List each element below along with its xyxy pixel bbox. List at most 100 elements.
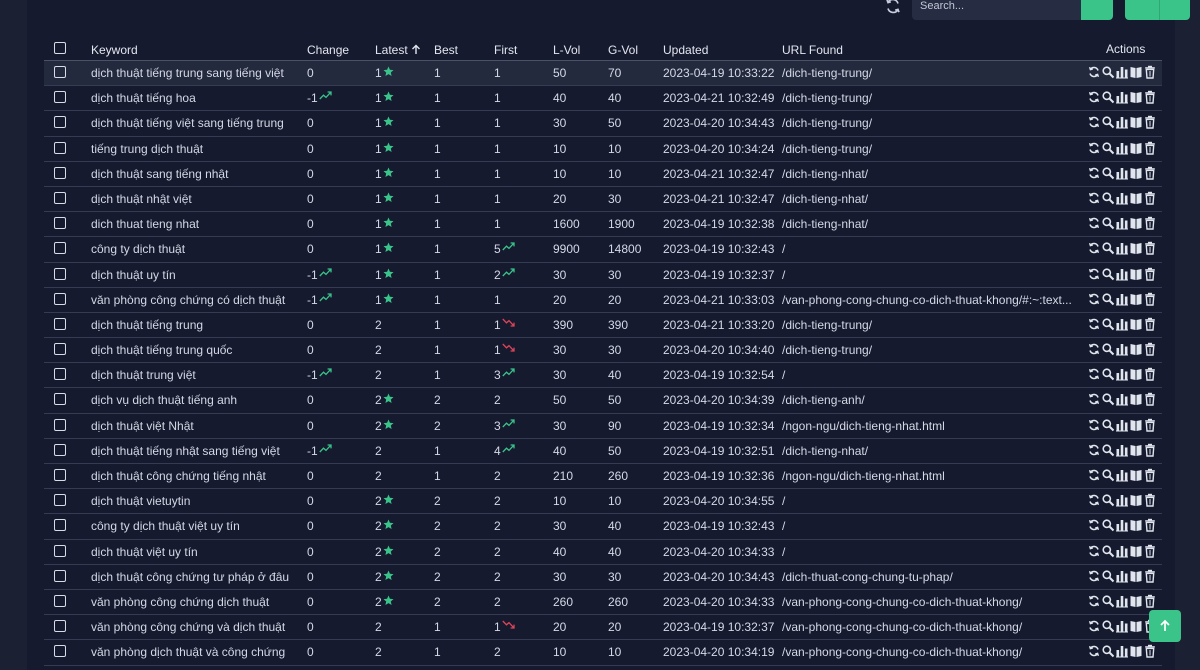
- table-row[interactable]: dịch thuật vietuytin 0 2 2 2 10 10 2023-04-20 1…: [44, 489, 1162, 515]
- bar-chart-icon[interactable]: [1115, 216, 1129, 230]
- book-icon[interactable]: [1129, 65, 1143, 79]
- table-row[interactable]: văn phòng dịch thuật và công chứng 0 2 1 2 10…: [44, 640, 1162, 666]
- url-cell[interactable]: /dich-tieng-nhat/: [782, 217, 869, 232]
- row-checkbox[interactable]: [54, 267, 66, 280]
- refresh-row-icon[interactable]: [1087, 518, 1101, 532]
- table-row[interactable]: dịch thuật uy tín -1 1 1 2 30 30 2023-04-19 10:…: [44, 263, 1162, 288]
- url-cell[interactable]: /van-phong-cong-chung-co-dich-thuat-khon…: [782, 292, 1072, 307]
- table-row[interactable]: dịch thuật tiếng hoa -1 1 1 1 40 40 2023-04-21 …: [44, 86, 1162, 112]
- table-row[interactable]: dịch thuật công chứng tiếng nhật 0 2 1 2 210 2…: [44, 464, 1162, 490]
- magnifier-icon[interactable]: [1101, 115, 1115, 129]
- bar-chart-icon[interactable]: [1115, 317, 1129, 331]
- url-cell[interactable]: /: [782, 519, 786, 534]
- book-icon[interactable]: [1129, 90, 1143, 104]
- url-cell[interactable]: /: [782, 267, 786, 282]
- magnifier-icon[interactable]: [1101, 569, 1115, 583]
- refresh-row-icon[interactable]: [1087, 594, 1101, 608]
- url-cell[interactable]: /: [782, 494, 786, 509]
- bar-chart-icon[interactable]: [1115, 292, 1129, 306]
- table-row[interactable]: dịch thuật tiếng trung quốc 0 2 1 1 30 30 2023-…: [44, 338, 1162, 364]
- url-cell[interactable]: /dich-tieng-nhat/: [782, 191, 869, 206]
- magnifier-icon[interactable]: [1101, 418, 1115, 432]
- book-icon[interactable]: [1129, 141, 1143, 155]
- row-checkbox[interactable]: [54, 166, 66, 179]
- magnifier-icon[interactable]: [1101, 644, 1115, 658]
- url-cell[interactable]: /dich-tieng-trung/: [782, 343, 873, 358]
- refresh-row-icon[interactable]: [1087, 644, 1101, 658]
- refresh-row-icon[interactable]: [1087, 216, 1101, 230]
- url-cell[interactable]: /dich-tieng-trung/: [782, 116, 873, 131]
- magnifier-icon[interactable]: [1101, 216, 1115, 230]
- trash-icon[interactable]: [1143, 317, 1157, 331]
- book-icon[interactable]: [1129, 518, 1143, 532]
- column-header-keyword[interactable]: Keyword: [91, 43, 138, 57]
- trash-icon[interactable]: [1143, 468, 1157, 482]
- book-icon[interactable]: [1129, 644, 1143, 658]
- refresh-row-icon[interactable]: [1087, 166, 1101, 180]
- row-checkbox[interactable]: [54, 645, 66, 658]
- row-checkbox[interactable]: [54, 292, 66, 305]
- row-checkbox[interactable]: [54, 343, 66, 356]
- url-cell[interactable]: /dich-tieng-trung/: [782, 317, 873, 332]
- trash-icon[interactable]: [1143, 90, 1157, 104]
- magnifier-icon[interactable]: [1101, 292, 1115, 306]
- row-checkbox[interactable]: [54, 494, 66, 507]
- trash-icon[interactable]: [1143, 141, 1157, 155]
- column-header-lvol[interactable]: L-Vol: [553, 43, 581, 57]
- row-checkbox[interactable]: [54, 544, 66, 557]
- refresh-row-icon[interactable]: [1087, 115, 1101, 129]
- url-cell[interactable]: /van-phong-cong-chung-co-dich-thuat-khon…: [782, 620, 1023, 635]
- bar-chart-icon[interactable]: [1115, 443, 1129, 457]
- magnifier-icon[interactable]: [1101, 166, 1115, 180]
- bar-chart-icon[interactable]: [1115, 241, 1129, 255]
- trash-icon[interactable]: [1143, 65, 1157, 79]
- trash-icon[interactable]: [1143, 544, 1157, 558]
- row-checkbox[interactable]: [54, 91, 66, 104]
- table-row[interactable]: công ty dịch thuật 0 1 1 5 9900 14800 2023-04-1…: [44, 237, 1162, 263]
- url-cell[interactable]: /van-phong-cong-chung-co-dich-thuat-khon…: [782, 594, 1023, 609]
- magnifier-icon[interactable]: [1101, 392, 1115, 406]
- trash-icon[interactable]: [1143, 644, 1157, 659]
- bar-chart-icon[interactable]: [1115, 367, 1129, 381]
- column-header-updated[interactable]: Updated: [663, 43, 709, 57]
- column-header-url[interactable]: URL Found: [782, 43, 843, 57]
- table-row[interactable]: dịch thuật việt uy tín 0 2 2 2 40 40 2023-04-20…: [44, 540, 1162, 565]
- filter-dropdown-button[interactable]: [1160, 0, 1190, 20]
- table-row[interactable]: tiếng trung dịch thuật 0 1 1 1 10 10 2023-04-20…: [44, 137, 1162, 162]
- select-all-checkbox[interactable]: [54, 42, 66, 54]
- column-header-best[interactable]: Best: [434, 43, 459, 57]
- book-icon[interactable]: [1129, 166, 1143, 180]
- row-checkbox[interactable]: [54, 418, 66, 431]
- table-row[interactable]: công ty dịch thuật việt uy tín 0 2 2 2 30 40 20…: [44, 514, 1162, 540]
- trash-icon[interactable]: [1143, 518, 1157, 533]
- book-icon[interactable]: [1129, 115, 1143, 129]
- table-row[interactable]: văn phòng công chứng và dịch thuật 0 2 1 1 20…: [44, 615, 1162, 641]
- refresh-row-icon[interactable]: [1087, 65, 1101, 79]
- book-icon[interactable]: [1129, 544, 1143, 558]
- refresh-row-icon[interactable]: [1087, 342, 1101, 356]
- row-checkbox[interactable]: [54, 141, 66, 154]
- trash-icon[interactable]: [1143, 292, 1157, 306]
- url-cell[interactable]: /dich-tieng-nhat/: [782, 443, 869, 458]
- book-icon[interactable]: [1129, 216, 1143, 230]
- trash-icon[interactable]: [1143, 216, 1157, 230]
- trash-icon[interactable]: [1143, 443, 1157, 457]
- row-checkbox[interactable]: [54, 569, 66, 582]
- table-row[interactable]: dịch thuật tiếng trung sang tiếng việt 0 1…: [44, 61, 1162, 87]
- bar-chart-icon[interactable]: [1115, 342, 1129, 356]
- trash-icon[interactable]: [1143, 267, 1157, 281]
- table-row[interactable]: dịch vụ dịch thuật tiếng anh 0 2 2 2 50 50 2023…: [44, 388, 1162, 414]
- bar-chart-icon[interactable]: [1115, 191, 1129, 205]
- magnifier-icon[interactable]: [1101, 342, 1115, 356]
- refresh-row-icon[interactable]: [1087, 141, 1101, 155]
- row-checkbox[interactable]: [54, 242, 66, 255]
- refresh-row-icon[interactable]: [1087, 90, 1101, 104]
- url-cell[interactable]: /dich-tieng-trung/: [782, 141, 873, 156]
- url-cell[interactable]: /: [782, 544, 786, 559]
- refresh-row-icon[interactable]: [1087, 418, 1101, 432]
- bar-chart-icon[interactable]: [1115, 90, 1129, 104]
- trash-icon[interactable]: [1143, 418, 1157, 432]
- table-row[interactable]: dịch thuật nhật việt 0 1 1 1 20 30 2023-04-21 1…: [44, 187, 1162, 213]
- url-cell[interactable]: /dich-tieng-nhat/: [782, 166, 869, 181]
- column-header-gvol[interactable]: G-Vol: [608, 43, 639, 57]
